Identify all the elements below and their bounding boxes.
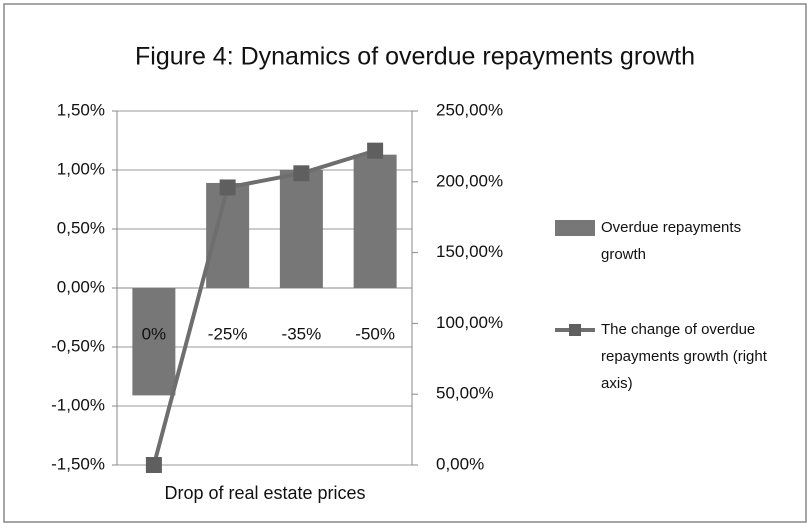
line xyxy=(151,148,376,466)
bar xyxy=(132,288,176,396)
legend-key xyxy=(569,324,581,336)
chart-title: Figure 4: Dynamics of overdue repayments… xyxy=(135,43,695,71)
legend-label: Overdue repayments growth xyxy=(601,219,742,263)
y-tick-label: 0,00% xyxy=(57,277,105,296)
y-tick-label: -1,00% xyxy=(51,395,105,414)
y2-tick-label: 0,00% xyxy=(436,454,484,473)
bar xyxy=(353,154,397,288)
x-tick-label: 0% xyxy=(142,324,167,343)
marker xyxy=(367,142,384,159)
y-tick-label: 1,00% xyxy=(57,159,105,178)
chart-border xyxy=(3,3,807,523)
x-axis-label: Drop of real estate prices xyxy=(164,483,365,503)
bar xyxy=(206,182,250,288)
legend-key xyxy=(555,220,595,236)
x-tick-label: -50% xyxy=(355,324,395,343)
bar xyxy=(279,170,323,288)
y-tick-label: 0,50% xyxy=(57,218,105,237)
x-tick-label: -35% xyxy=(282,324,322,343)
y-tick-label: -0,50% xyxy=(51,336,105,355)
y2-tick-label: 50,00% xyxy=(436,384,494,403)
x-tick-label: -25% xyxy=(208,324,248,343)
y-tick-label: -1,50% xyxy=(51,454,105,473)
marker xyxy=(145,457,162,473)
y2-tick-label: 150,00% xyxy=(436,242,503,261)
y2-tick-label: 100,00% xyxy=(436,313,503,332)
marker xyxy=(293,165,310,182)
y2-tick-label: 200,00% xyxy=(436,171,503,190)
y2-tick-label: 250,00% xyxy=(436,100,503,119)
y-tick-label: 1,50% xyxy=(57,100,105,119)
legend-label: The change of overdue repayments growth … xyxy=(601,321,767,392)
marker xyxy=(219,179,236,196)
